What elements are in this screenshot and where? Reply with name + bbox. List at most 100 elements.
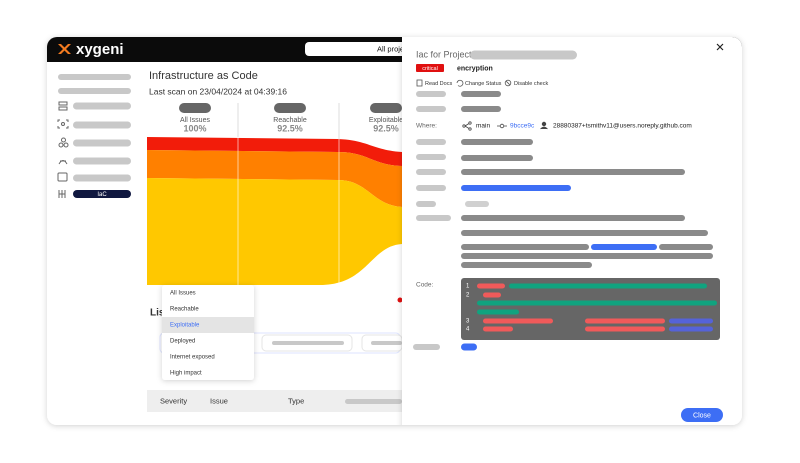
close-icon[interactable]: [716, 43, 724, 51]
placeholder: [413, 344, 440, 350]
placeholder: [73, 174, 131, 182]
action-link[interactable]: Change Status: [465, 81, 502, 87]
placeholder: [470, 50, 577, 60]
placeholder: [461, 91, 501, 97]
filter-option[interactable]: Deployed: [170, 339, 195, 345]
placeholder: [659, 244, 713, 250]
sidebar: IaC: [57, 74, 131, 198]
action-link[interactable]: Disable check: [514, 81, 548, 87]
placeholder: [461, 343, 477, 351]
placeholder: [416, 169, 446, 175]
sidebar-item-active[interactable]: [73, 190, 131, 198]
placeholder: [345, 399, 402, 404]
funnel-band-red: [147, 137, 402, 166]
placeholder: [477, 300, 717, 306]
line-number: 1: [466, 284, 470, 290]
placeholder: [591, 244, 657, 250]
placeholder: [461, 215, 685, 221]
check-name: encryption: [457, 65, 493, 72]
placeholder: [585, 318, 665, 324]
stage-percent: 100%: [183, 123, 206, 133]
placeholder: [477, 309, 519, 315]
placeholder: [58, 74, 131, 80]
project-selector[interactable]: [305, 42, 415, 56]
stage-chip: [179, 103, 211, 113]
logo: xygeni: [76, 41, 124, 58]
placeholder: [465, 201, 489, 207]
severity-label: critical: [422, 66, 438, 72]
branch: main: [476, 123, 490, 130]
panel-title: Iac for Project: [416, 49, 472, 59]
placeholder: [416, 154, 446, 160]
placeholder: [461, 253, 713, 259]
line-number: 2: [466, 293, 470, 299]
column-header: Type: [288, 396, 304, 405]
column-header: Severity: [160, 396, 187, 405]
placeholder: [461, 139, 533, 145]
filter-option[interactable]: Internet exposed: [170, 355, 215, 361]
stage-label: Exploitable: [369, 117, 403, 124]
action-link[interactable]: Read Docs: [425, 81, 452, 87]
placeholder: [669, 318, 713, 324]
placeholder: [416, 91, 446, 97]
sidebar-item-label[interactable]: IaC: [97, 192, 107, 198]
placeholder: [461, 155, 533, 161]
placeholder: [461, 106, 501, 112]
stage-chip: [274, 103, 306, 113]
placeholder: [73, 139, 131, 147]
placeholder: [461, 230, 708, 236]
placeholder: [461, 244, 589, 250]
placeholder: [483, 292, 501, 298]
placeholder: [461, 262, 592, 268]
where-label: Where:: [416, 123, 437, 130]
table-header: [147, 390, 402, 412]
placeholder: [73, 102, 131, 110]
filter-option[interactable]: All Issues: [170, 291, 196, 297]
logo-mark: [58, 44, 71, 54]
stage-chip: [370, 103, 402, 113]
author: 28880387+tsmithv11@users.noreply.github.…: [553, 123, 692, 130]
placeholder: [58, 88, 131, 94]
close-button[interactable]: [681, 408, 723, 422]
placeholder: [272, 341, 344, 345]
column-header: Issue: [210, 396, 228, 405]
placeholder: [73, 157, 131, 165]
funnel-band-orange: [147, 150, 402, 207]
last-scan: Last scan on 23/04/2024 at 04:39:16: [149, 86, 287, 96]
sidebar-icons: [57, 101, 69, 198]
scroll-dot: [397, 297, 403, 303]
placeholder: [509, 283, 707, 289]
code-label: Code:: [416, 282, 434, 289]
commit[interactable]: 9bcce9c: [510, 123, 535, 130]
filter-option[interactable]: High impact: [170, 371, 202, 377]
placeholder: [416, 139, 446, 145]
stage-percent: 92.5%: [277, 123, 303, 133]
stage-label: Reachable: [273, 117, 307, 124]
placeholder: [461, 169, 685, 175]
placeholder: [416, 106, 446, 112]
line-number: 4: [466, 327, 470, 333]
placeholder: [461, 185, 571, 191]
page-title: Infrastructure as Code: [149, 70, 258, 82]
list-title: Lis: [150, 308, 165, 319]
code-block: [461, 278, 720, 340]
funnel-chart: [147, 103, 403, 303]
filter-option[interactable]: Reachable: [170, 307, 199, 313]
line-number: 3: [466, 319, 470, 325]
project-selector-label[interactable]: All projects: [377, 44, 414, 53]
placeholder: [669, 326, 713, 332]
placeholder: [585, 326, 665, 332]
stage-label: All Issues: [180, 117, 210, 124]
placeholder: [416, 215, 451, 221]
close-button-label[interactable]: Close: [693, 412, 711, 419]
placeholder: [483, 318, 553, 324]
stage-percent: 92.5%: [373, 123, 399, 133]
severity-badge: [416, 64, 444, 72]
placeholder: [483, 326, 513, 332]
placeholder: [477, 283, 505, 289]
placeholder: [416, 185, 446, 191]
placeholder: [371, 341, 402, 345]
placeholder: [73, 121, 131, 129]
filter-option[interactable]: Exploitable: [170, 323, 200, 329]
funnel-band-yellow: [147, 178, 402, 285]
